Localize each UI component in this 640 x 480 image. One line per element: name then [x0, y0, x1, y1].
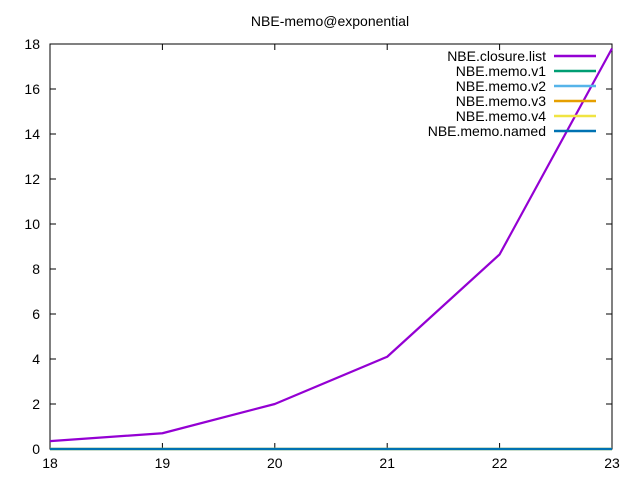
y-tick-label: 2 — [32, 396, 40, 412]
x-tick-label: 20 — [267, 455, 283, 471]
y-tick-label: 18 — [24, 36, 40, 52]
x-tick-label: 21 — [379, 455, 395, 471]
y-tick-label: 12 — [24, 171, 40, 187]
x-tick-label: 18 — [42, 455, 58, 471]
y-tick-label: 16 — [24, 81, 40, 97]
x-tick-label: 23 — [604, 455, 620, 471]
chart-title: NBE-memo@exponential — [251, 13, 409, 29]
legend-label: NBE.memo.named — [428, 123, 546, 139]
legend-label: NBE.memo.v2 — [456, 78, 546, 94]
series-layer — [49, 47, 613, 451]
legend-label: NBE.memo.v4 — [456, 108, 546, 124]
legend: NBE.closure.listNBE.memo.v1NBE.memo.v2NB… — [428, 48, 596, 139]
x-tick-label: 19 — [155, 455, 171, 471]
series-line-nbe-closure-list — [49, 47, 613, 443]
y-tick-label: 4 — [32, 351, 40, 367]
x-tick-label: 22 — [492, 455, 508, 471]
axis-ticks: 0 2 4 6 8 10 12 14 16 18 18 19 20 21 22 23 — [24, 36, 620, 471]
y-tick-label: 10 — [24, 216, 40, 232]
y-tick-label: 0 — [32, 441, 40, 457]
legend-label: NBE.closure.list — [447, 48, 546, 64]
y-tick-label: 8 — [32, 261, 40, 277]
legend-label: NBE.memo.v1 — [456, 63, 546, 79]
y-tick-label: 6 — [32, 306, 40, 322]
legend-label: NBE.memo.v3 — [456, 93, 546, 109]
y-tick-label: 14 — [24, 126, 40, 142]
